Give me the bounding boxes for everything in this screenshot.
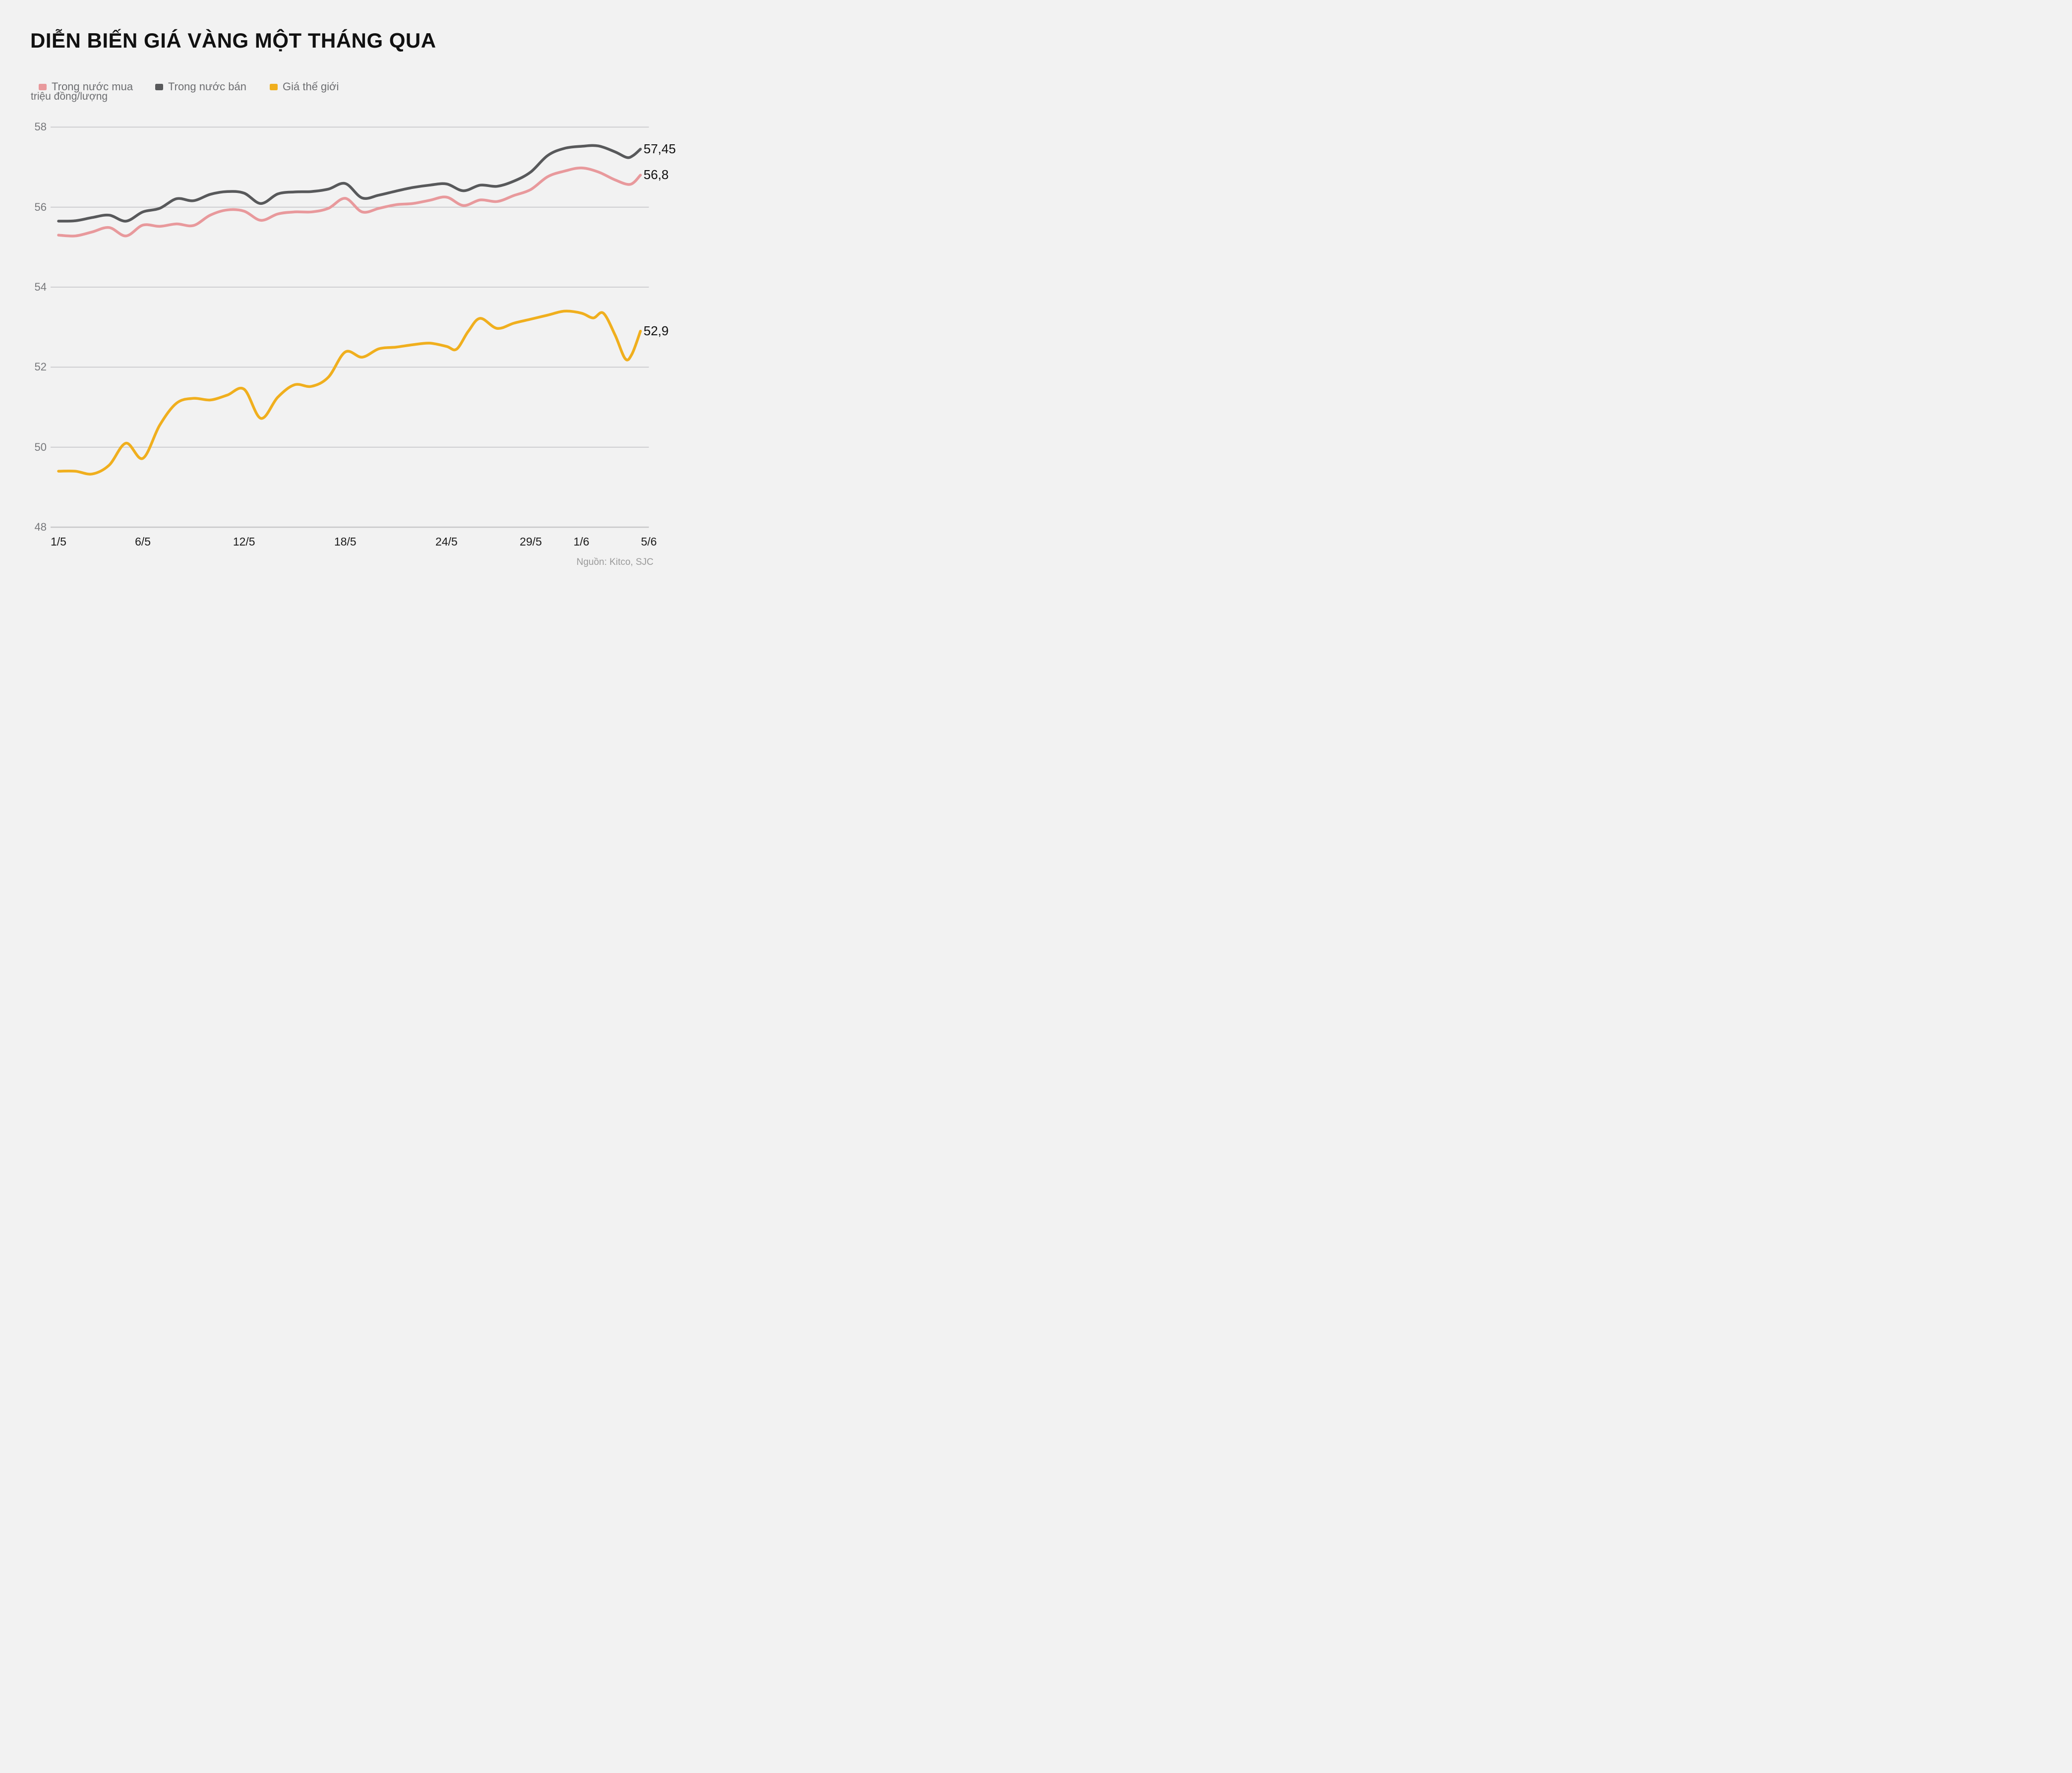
x-tick-label-1-6: 1/6 (573, 535, 590, 548)
legend-swatch-yellow (270, 83, 278, 90)
legend-swatch-pink (39, 83, 47, 90)
line-world-price (57, 309, 642, 476)
chart-canvas (51, 126, 649, 528)
x-tick-label-29-5: 29/5 (520, 535, 542, 548)
y-tick-label-48: 48 (34, 521, 47, 533)
legend-item-domestic-buy: Trong nước mua (39, 79, 133, 94)
y-tick-label-56: 56 (34, 200, 47, 213)
plot-area: 58 56 54 52 50 48 1/5 6/5 12/5 18/5 24/5 29/5 1/6 5/6… (0, 0, 691, 591)
x-tick-label-12-5: 12/5 (233, 535, 255, 548)
series-end-label-line-world-price: 52,9 (644, 323, 669, 338)
line-domestic-buy (57, 166, 642, 238)
legend-swatch-gray (155, 83, 163, 90)
x-tick-label-5-6: 5/6 (641, 535, 657, 548)
x-tick-label-24-5: 24/5 (435, 535, 458, 548)
y-tick-label-58: 58 (34, 121, 47, 133)
source-credit: Nguồn: Kitco, SJC (576, 557, 653, 567)
legend-item-domestic-sell: Trong nước bán (155, 79, 246, 94)
y-tick-label-54: 54 (34, 280, 47, 293)
gold-price-infographic: DIỄN BIẾN GIÁ VÀNG MỘT THÁNG QUA Trong n… (0, 0, 691, 591)
x-tick-label-18-5: 18/5 (334, 535, 356, 548)
y-tick-label-52: 52 (34, 361, 47, 373)
legend-label: Trong nước mua (52, 80, 133, 93)
y-tick-label-50: 50 (34, 440, 47, 453)
x-tick-label-6-5: 6/5 (135, 535, 151, 548)
legend: Trong nước mua Trong nước bán Giá thế gi… (0, 79, 691, 94)
chart-title: DIỄN BIẾN GIÁ VÀNG MỘT THÁNG QUA (30, 29, 436, 52)
x-tick-label-1-5: 1/5 (51, 535, 66, 548)
line-domestic-sell (57, 144, 642, 223)
legend-label: Giá thế giới (283, 80, 339, 93)
series-end-label-line-domestic-sell: 57,45 (644, 141, 676, 156)
y-axis-unit-label: triệu đồng/lượng (31, 91, 108, 102)
legend-item-world-price: Giá thế giới (270, 79, 339, 94)
series-end-label-line-domestic-buy: 56,8 (644, 167, 669, 183)
legend-label: Trong nước bán (168, 80, 246, 93)
